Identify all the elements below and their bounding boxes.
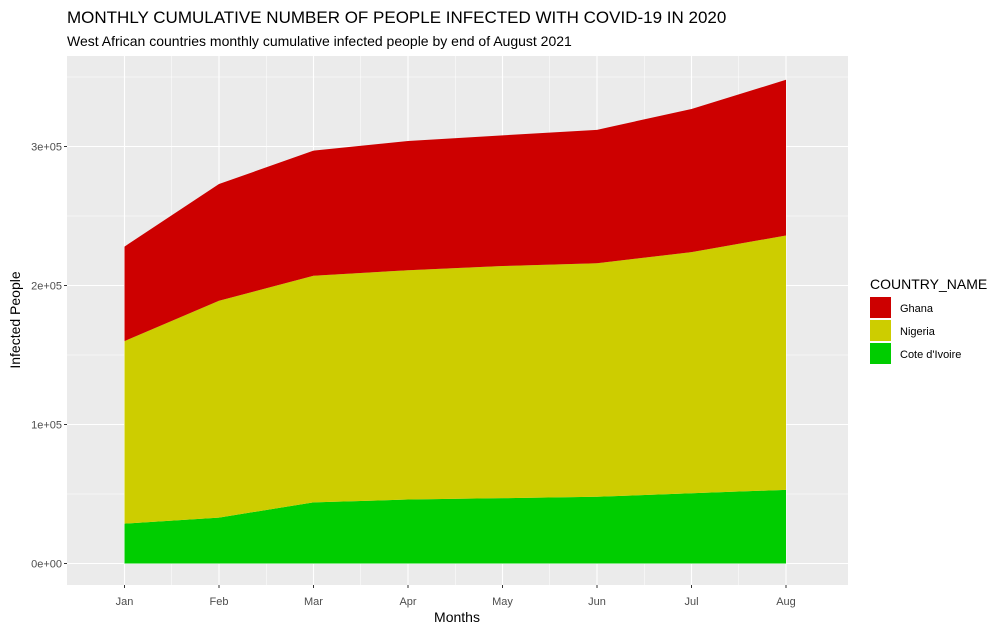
chart-subtitle: West African countries monthly cumulativ… (67, 33, 572, 49)
area-cote-d-ivoire (124, 489, 786, 564)
area-ghana (124, 79, 786, 342)
legend-key-nigeria (870, 320, 891, 341)
legend-title: COUNTRY_NAME (870, 276, 987, 292)
x-tick-label: Aug (776, 596, 796, 608)
y-tick-label: 1e+05 (31, 420, 62, 432)
x-tick-label: Jan (116, 596, 134, 608)
legend: COUNTRY_NAME Ghana Nigeria Cote d'Ivoire (870, 276, 987, 364)
legend-key-cote-d-ivoire (870, 343, 891, 364)
x-tick-label: Mar (304, 596, 323, 608)
area-series (124, 79, 786, 564)
x-axis-title: Months (434, 609, 480, 625)
y-tick-label: 0e+00 (31, 559, 62, 571)
area-nigeria (124, 235, 786, 524)
legend-label-cote-d-ivoire: Cote d'Ivoire (900, 349, 961, 361)
y-axis-title: Infected People (7, 271, 23, 369)
x-tick-label: Jun (588, 596, 606, 608)
legend-key-ghana (870, 297, 891, 318)
y-tick-label: 2e+05 (31, 281, 62, 293)
x-tick-label: Feb (210, 596, 229, 608)
x-tick-label: Jul (684, 596, 698, 608)
legend-label-ghana: Ghana (900, 303, 934, 315)
legend-label-nigeria: Nigeria (900, 326, 936, 338)
y-tick-label: 3e+05 (31, 142, 62, 154)
x-axis: Jan Feb Mar Apr May Jun Jul Aug (116, 585, 796, 608)
chart-title: MONTHLY CUMULATIVE NUMBER OF PEOPLE INFE… (67, 8, 726, 27)
x-tick-label: Apr (399, 596, 416, 608)
x-tick-label: May (492, 596, 513, 608)
y-axis: 0e+00 1e+05 2e+05 3e+05 (31, 142, 67, 571)
